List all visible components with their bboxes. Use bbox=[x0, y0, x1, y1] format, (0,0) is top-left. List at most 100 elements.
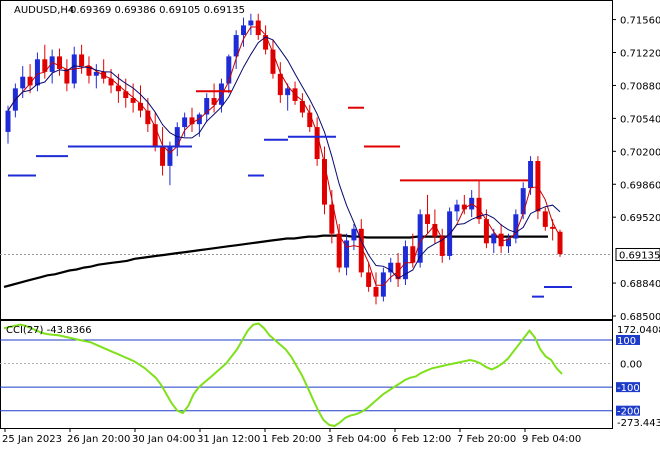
candle-body bbox=[344, 240, 350, 268]
time-tick-label: 7 Feb 20:00 bbox=[457, 434, 516, 445]
time-tick-label: 1 Feb 20:00 bbox=[262, 434, 321, 445]
candle-body bbox=[233, 35, 239, 57]
price-tick-label: 0.68840 bbox=[620, 279, 660, 290]
candle-body bbox=[520, 188, 526, 215]
cci-level-label: -100 bbox=[617, 383, 640, 394]
candle-body bbox=[557, 231, 563, 254]
time-tick-label: 26 Jan 20:00 bbox=[67, 434, 130, 445]
candle-body bbox=[432, 223, 438, 237]
candle-body bbox=[425, 214, 431, 224]
candle-body bbox=[277, 73, 283, 96]
price-tick-label: 0.71220 bbox=[620, 49, 660, 60]
current-price-tag-label: 0.69135 bbox=[619, 250, 660, 261]
candle-body bbox=[182, 117, 188, 128]
candle-body bbox=[535, 161, 541, 212]
candle-body bbox=[417, 214, 423, 263]
cci-panel-frame bbox=[0, 320, 613, 429]
candle-body bbox=[5, 110, 11, 132]
price-panel bbox=[3, 13, 572, 305]
candle-body bbox=[358, 228, 364, 273]
price-tick-label: 0.70540 bbox=[620, 114, 660, 125]
candle-body bbox=[145, 110, 151, 125]
candle-body bbox=[263, 35, 269, 50]
cci-max-label: 172.0408 bbox=[617, 325, 660, 336]
price-tick-label: 0.69520 bbox=[620, 213, 660, 224]
price-tick-label: 0.70880 bbox=[620, 81, 660, 92]
candle-body bbox=[241, 25, 247, 36]
candle-body bbox=[483, 219, 489, 244]
candle-body bbox=[34, 59, 40, 86]
candle-body bbox=[108, 78, 114, 86]
cci-level-tag bbox=[616, 405, 640, 416]
candle-body bbox=[270, 49, 276, 74]
cci-line bbox=[3, 322, 563, 428]
time-tick-label: 25 Jan 2023 bbox=[2, 434, 62, 445]
cci-level-label: 0.00 bbox=[620, 360, 642, 371]
candle-body bbox=[123, 91, 129, 99]
slow-moving-average bbox=[7, 26, 561, 286]
cci-panel bbox=[0, 322, 612, 428]
candle-body bbox=[204, 98, 210, 115]
candle-body bbox=[196, 114, 202, 125]
fast-moving-average bbox=[7, 36, 561, 280]
candle-body bbox=[314, 127, 320, 160]
time-tick-label: 9 Feb 04:00 bbox=[522, 434, 581, 445]
candle-body bbox=[373, 286, 379, 297]
cci-level-label: 100 bbox=[617, 336, 636, 347]
candle-body bbox=[299, 100, 305, 113]
candle-body bbox=[285, 88, 291, 96]
price-tick-label: 0.69860 bbox=[620, 180, 660, 191]
candle-body bbox=[528, 161, 534, 189]
cci-level-label: -200 bbox=[617, 407, 640, 418]
axis-layer: 0.71560 0.71220 0.70880 0.70540 0.70200 0.698… bbox=[2, 16, 660, 445]
candle-body bbox=[542, 211, 548, 227]
candle-body bbox=[86, 66, 92, 76]
cci-level-tag bbox=[616, 334, 640, 345]
candle-body bbox=[248, 20, 254, 26]
candle-body bbox=[461, 204, 467, 210]
long-moving-average bbox=[3, 234, 548, 288]
candle-body bbox=[255, 20, 261, 36]
candle-body bbox=[491, 233, 497, 244]
time-tick-label: 31 Jan 12:00 bbox=[197, 434, 260, 445]
price-tick-label: 0.68500 bbox=[620, 312, 660, 323]
price-tick-label: 0.70200 bbox=[620, 147, 660, 158]
candle-body bbox=[388, 262, 394, 273]
time-tick-label: 6 Feb 12:00 bbox=[392, 434, 451, 445]
current-price-tag bbox=[615, 247, 660, 261]
candle-body bbox=[351, 228, 357, 241]
candle-body bbox=[439, 236, 445, 256]
candle-body bbox=[137, 102, 143, 111]
candle-body bbox=[336, 233, 342, 268]
symbol-label: AUDUSD,H4 bbox=[14, 5, 74, 16]
candle-body bbox=[20, 76, 26, 89]
candle-body bbox=[79, 54, 85, 67]
cci-min-label: -273.4435 bbox=[617, 418, 660, 429]
candle-body bbox=[211, 98, 217, 105]
candle-body bbox=[42, 59, 48, 72]
candle-body bbox=[226, 56, 232, 84]
candle-body bbox=[329, 204, 335, 234]
grid-layer bbox=[0, 0, 613, 429]
candle-body bbox=[57, 56, 63, 69]
candle-body bbox=[130, 98, 136, 103]
time-tick-label: 3 Feb 04:00 bbox=[327, 434, 386, 445]
candle-body bbox=[27, 76, 33, 86]
price-panel-frame bbox=[0, 0, 613, 320]
candle-body bbox=[189, 117, 195, 125]
candle-body bbox=[49, 56, 55, 72]
candle-body bbox=[505, 238, 511, 247]
cci-label: CCI(27) -43.8366 bbox=[6, 325, 92, 336]
candle-body bbox=[93, 71, 99, 76]
candle-body bbox=[380, 272, 386, 297]
candle-body bbox=[307, 112, 313, 128]
candle-body bbox=[152, 124, 158, 147]
ohlc-readout: 0.69369 0.69386 0.69105 0.69135 bbox=[70, 5, 245, 16]
time-tick-label: 30 Jan 04:00 bbox=[132, 434, 195, 445]
candle-body bbox=[366, 272, 372, 287]
candle-body bbox=[64, 68, 70, 84]
candle-body bbox=[454, 204, 460, 212]
cci-level-tag bbox=[616, 382, 640, 393]
candle-body bbox=[167, 146, 173, 166]
